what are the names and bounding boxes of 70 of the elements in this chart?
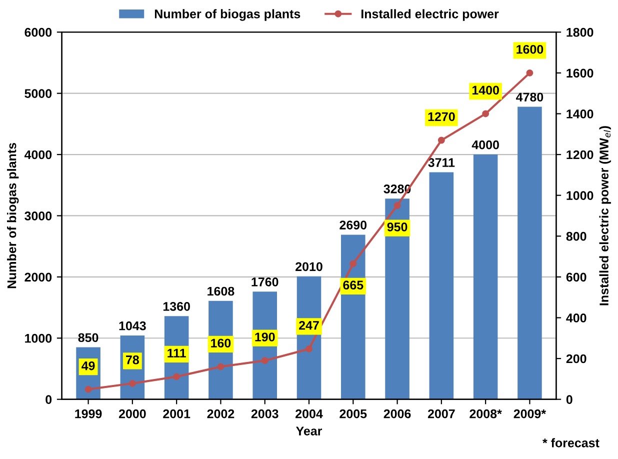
data-label: 190 <box>255 332 275 342</box>
data-label: 4780 <box>516 92 544 102</box>
point <box>350 260 357 268</box>
data-label: 1608 <box>208 286 234 296</box>
y2-tick-label: 800 <box>566 232 586 241</box>
x-tick-label: 2009* <box>514 409 546 418</box>
x-tick-label: 2005 <box>340 409 367 418</box>
x-tick-label: 2001 <box>163 409 190 418</box>
point <box>84 386 92 393</box>
y-tick-label: 4000 <box>24 150 52 160</box>
point <box>438 136 445 144</box>
data-label: 1760 <box>252 278 278 286</box>
y-tick-label: 6000 <box>24 28 52 37</box>
data-label: 1600 <box>516 44 544 54</box>
x-tick-label: 2008* <box>470 409 502 418</box>
data-label: 78 <box>126 355 139 364</box>
x-tick-label: 2003 <box>251 409 278 418</box>
y2-tick-label: 1000 <box>566 191 594 200</box>
data-label: 1400 <box>472 86 499 95</box>
x-tick-label: 2004 <box>296 409 323 418</box>
data-label: 247 <box>299 320 319 330</box>
x-tick-label: 2000 <box>118 409 146 418</box>
bar <box>385 198 410 400</box>
data-label: 665 <box>343 280 364 290</box>
data-label: 160 <box>211 338 231 348</box>
point <box>173 373 180 380</box>
y2-tick-label: 1600 <box>566 68 594 78</box>
data-label: 1360 <box>163 302 190 311</box>
bar <box>429 172 454 400</box>
bar <box>473 154 498 400</box>
legend-label: Number of biogas plants <box>154 9 300 21</box>
point <box>261 357 268 364</box>
data-label: 850 <box>78 333 98 342</box>
point <box>526 69 534 76</box>
data-label: 1270 <box>428 112 455 122</box>
point <box>482 110 490 118</box>
data-label: 111 <box>168 348 186 358</box>
data-label: 2010 <box>296 262 322 272</box>
y-tick-label: 1000 <box>25 334 52 343</box>
y-tick-label: 3000 <box>24 212 52 220</box>
y2-tick-label: 200 <box>566 354 586 364</box>
data-label: 950 <box>387 222 408 232</box>
y2-tick-label: 1200 <box>566 150 594 160</box>
x-axis-title: Year <box>296 426 322 436</box>
data-label: 49 <box>82 361 95 370</box>
x-tick-label: 2006 <box>384 409 411 418</box>
x-tick-label: 1999 <box>75 409 102 418</box>
y-tick-label: 5000 <box>24 89 52 98</box>
point <box>394 202 401 210</box>
y2-tick-label: 1800 <box>566 28 594 37</box>
point <box>306 345 312 352</box>
y-tick-label: 2000 <box>24 272 52 282</box>
data-label: 1043 <box>119 321 146 330</box>
data-label: 4000 <box>472 140 499 150</box>
y2-tick-label: 0 <box>566 395 572 404</box>
y-axis-title: Number of biogas plants <box>7 142 19 288</box>
x-tick-label: 2007 <box>428 409 455 418</box>
x-tick-label: 2002 <box>207 409 234 418</box>
data-label: 3711 <box>428 158 455 167</box>
point <box>217 363 224 370</box>
y2-tick-label: 400 <box>566 314 586 322</box>
y-tick-label: 0 <box>46 395 52 404</box>
text: * forecast <box>542 438 600 448</box>
y2-tick-label: 600 <box>566 272 586 282</box>
legend-label: Installed electric power <box>361 9 499 21</box>
y2-axis-title: Installed electric power (MW$_{el}$) <box>599 126 611 306</box>
bar <box>518 106 542 400</box>
data-label: 2690 <box>340 220 367 230</box>
point <box>128 380 136 387</box>
y2-tick-label: 1400 <box>566 110 594 118</box>
